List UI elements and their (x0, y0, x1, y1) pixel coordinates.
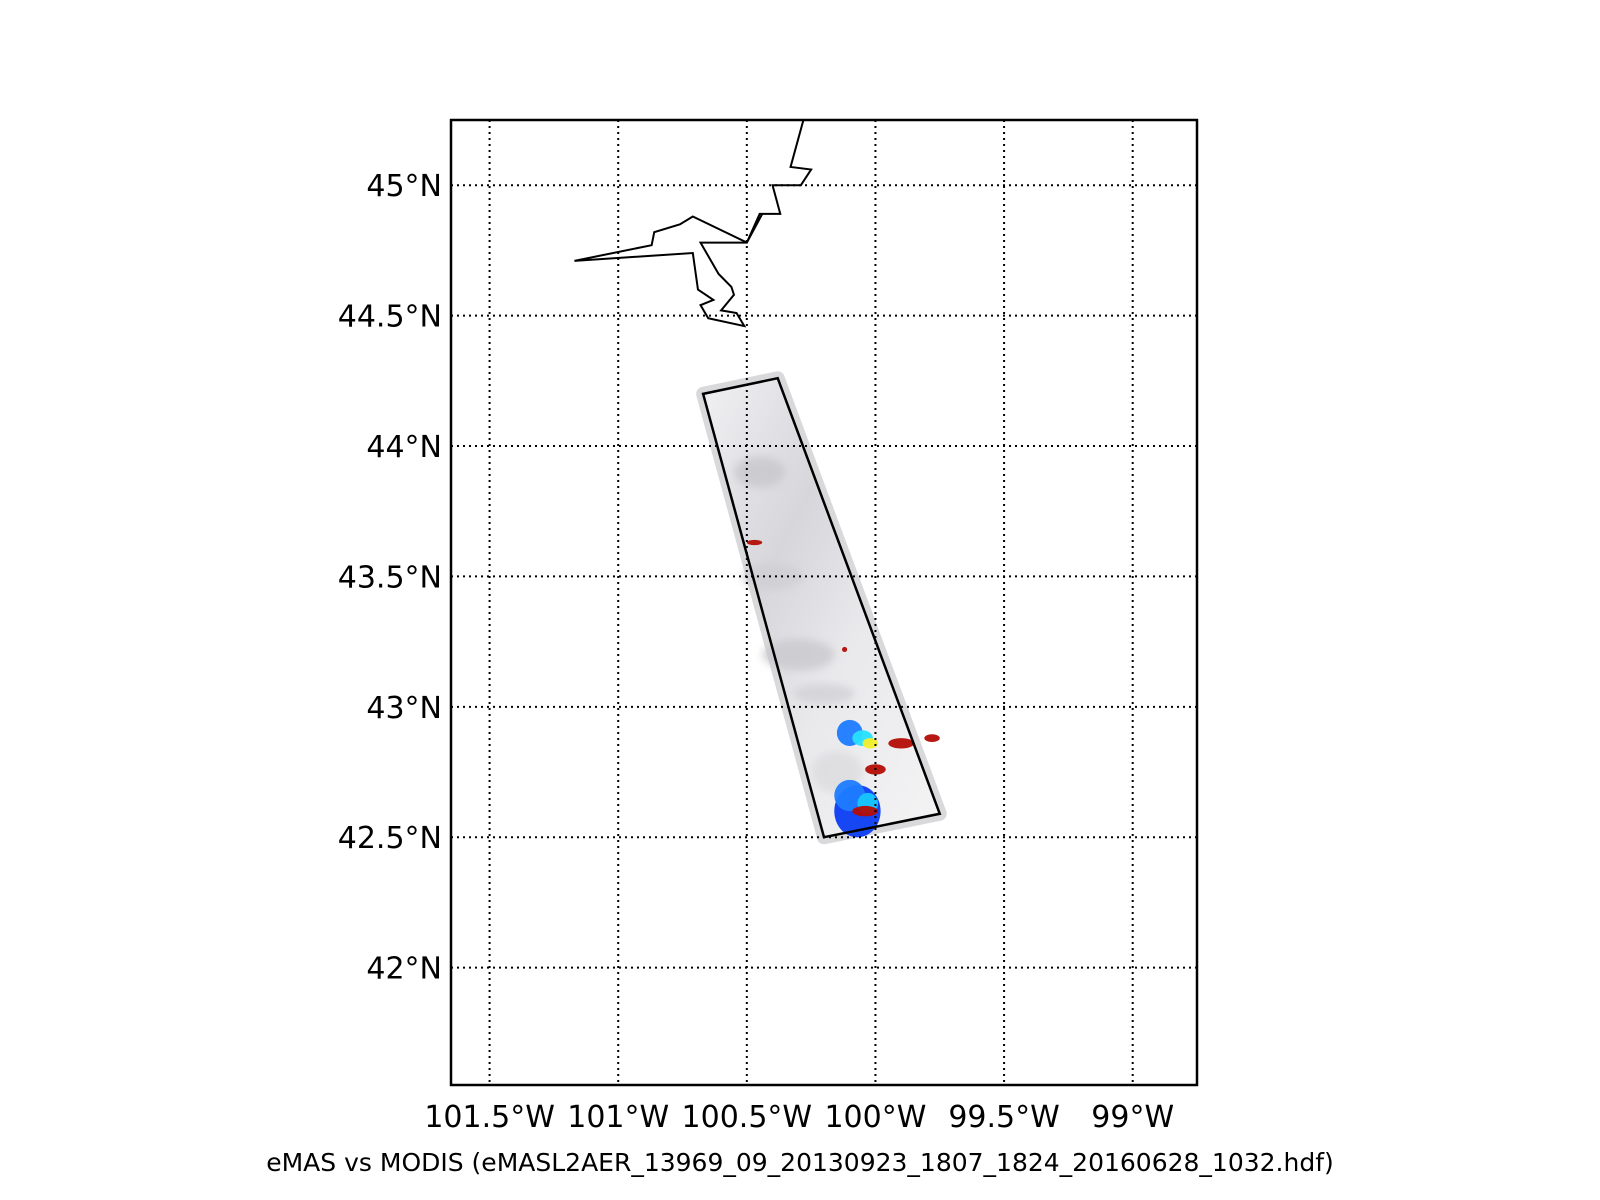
retrieval-patch (862, 738, 879, 749)
latitude-labels: 42°N 42.5°N 43°N 43.5°N 44°N 44.5°N 45°N (338, 169, 442, 986)
figure-caption: eMAS vs MODIS (eMASL2AER_13969_09_201309… (266, 1148, 1334, 1177)
cloud-streak (762, 639, 835, 671)
data-swath (696, 371, 947, 845)
retrieval-patch (842, 646, 848, 653)
lon-label: 100°W (824, 1100, 926, 1135)
lat-label: 42°N (366, 952, 442, 987)
cloud-streak (793, 683, 855, 705)
lon-label: 101°W (567, 1100, 669, 1135)
state-boundary-line (574, 120, 813, 328)
lon-label: 99.5°W (948, 1100, 1059, 1135)
lat-label: 43.5°N (338, 560, 442, 595)
boundary-polyline (574, 120, 813, 328)
cloud-streak (741, 563, 804, 590)
retrieval-patch (746, 539, 763, 546)
swath-fill (703, 378, 940, 838)
lon-label: 99°W (1091, 1100, 1174, 1135)
lat-label: 44.5°N (338, 300, 442, 335)
cloud-streak (733, 456, 786, 488)
flight-box (701, 376, 942, 839)
flight-box-outline (701, 376, 942, 839)
map-frame (449, 118, 1199, 1087)
graticule (451, 120, 1197, 1085)
lat-label: 45°N (366, 169, 442, 204)
retrieval-patch (834, 779, 866, 812)
lat-label: 44°N (366, 430, 442, 465)
retrieval-patch (852, 805, 879, 817)
retrieval-patch (924, 734, 940, 743)
retrieval-patch (888, 738, 915, 749)
longitude-labels: 101.5°W 101°W 100.5°W 100°W 99.5°W 99°W (424, 1100, 1174, 1135)
lon-label: 101.5°W (424, 1100, 555, 1135)
lat-label: 43°N (366, 691, 442, 726)
lat-label: 42.5°N (338, 821, 442, 856)
lon-label: 100.5°W (682, 1100, 813, 1135)
